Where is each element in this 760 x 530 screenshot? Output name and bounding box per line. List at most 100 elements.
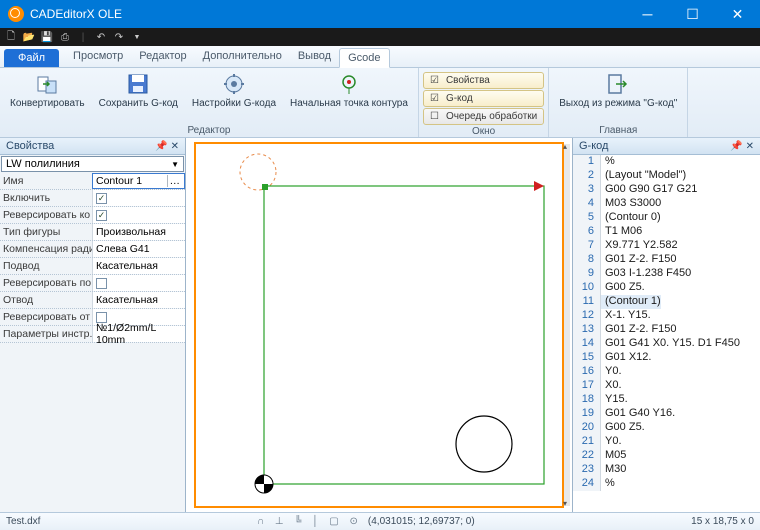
status-bar: Test.dxf ∩ ⊥ ╚ │ ▢ ⊙ (4,031015; 12,69737… bbox=[0, 512, 760, 530]
file-menu[interactable]: Файл bbox=[4, 49, 59, 67]
gcode-line[interactable]: 6T1 M06 bbox=[573, 225, 760, 239]
gcode-line[interactable]: 17X0. bbox=[573, 379, 760, 393]
tab-редактор[interactable]: Редактор bbox=[131, 47, 194, 67]
new-icon[interactable]: 🗋 bbox=[4, 30, 18, 44]
status-dims: 15 x 18,75 x 0 bbox=[691, 516, 754, 527]
drawing-canvas[interactable] bbox=[186, 138, 572, 512]
print-icon[interactable]: ⎙ bbox=[58, 30, 72, 44]
window-toggle-Очередь обработки[interactable]: ☐Очередь обработки bbox=[423, 108, 544, 125]
save-icon bbox=[126, 72, 150, 96]
ribbon-exit[interactable]: Выход из режима "G-код" bbox=[553, 70, 683, 111]
settings-icon bbox=[222, 72, 246, 96]
gcode-line[interactable]: 2(Layout "Model") bbox=[573, 169, 760, 183]
tab-gcode[interactable]: Gcode bbox=[339, 48, 389, 68]
prop-value[interactable]: Касательная bbox=[92, 292, 185, 308]
prop-input[interactable] bbox=[96, 175, 167, 187]
prop-value[interactable]: … bbox=[92, 173, 185, 189]
menu-bar: Файл ПросмотрРедакторДополнительноВыводG… bbox=[0, 46, 760, 68]
prop-row: Включить ✓ bbox=[0, 190, 185, 207]
prop-value[interactable] bbox=[92, 275, 185, 291]
window-toggle-G-код[interactable]: ☑G-код bbox=[423, 90, 544, 107]
gcode-line[interactable]: 21Y0. bbox=[573, 435, 760, 449]
gcode-line[interactable]: 24% bbox=[573, 477, 760, 491]
prop-key: Параметры инстр. bbox=[0, 328, 92, 340]
gcode-line[interactable]: 3G00 G90 G17 G21 bbox=[573, 183, 760, 197]
gcode-line[interactable]: 13G01 Z-2. F150 bbox=[573, 323, 760, 337]
gcode-line[interactable]: 11(Contour 1) bbox=[573, 295, 760, 309]
maximize-button[interactable]: ☐ bbox=[670, 0, 715, 28]
tab-просмотр[interactable]: Просмотр bbox=[65, 47, 131, 67]
redo-icon[interactable]: ↷ bbox=[112, 30, 126, 44]
browse-button[interactable]: … bbox=[167, 175, 181, 187]
gcode-line[interactable]: 12X-1. Y15. bbox=[573, 309, 760, 323]
checkbox-icon[interactable]: ✓ bbox=[96, 210, 107, 221]
ribbon-group-label: Окно bbox=[423, 125, 544, 138]
gcode-line[interactable]: 10G00 Z5. bbox=[573, 281, 760, 295]
open-icon[interactable]: 📂 bbox=[22, 30, 36, 44]
gcode-line[interactable]: 9G03 I-1.238 F450 bbox=[573, 267, 760, 281]
chevron-down-icon: ▼ bbox=[171, 160, 179, 169]
prop-key: Тип фигуры bbox=[0, 226, 92, 238]
prop-value[interactable]: ✓ bbox=[92, 207, 185, 223]
convert-icon bbox=[35, 72, 59, 96]
status-coords: (4,031015; 12,69737; 0) bbox=[368, 516, 475, 527]
prop-key: Включить bbox=[0, 192, 92, 204]
gcode-line[interactable]: 8G01 Z-2. F150 bbox=[573, 253, 760, 267]
ribbon-group-label: Редактор bbox=[4, 124, 414, 137]
gcode-line[interactable]: 7X9.771 Y2.582 bbox=[573, 239, 760, 253]
status-filename: Test.dxf bbox=[6, 516, 40, 527]
gcode-line[interactable]: 19G01 G40 Y16. bbox=[573, 407, 760, 421]
startpoint-icon bbox=[337, 72, 361, 96]
exit-icon bbox=[606, 72, 630, 96]
prop-row: Компенсация радиСлева G41 bbox=[0, 241, 185, 258]
dropdown-icon[interactable]: ▼ bbox=[130, 30, 144, 44]
ribbon: КонвертироватьСохранить G-кодНастройки G… bbox=[0, 68, 760, 138]
prop-row: Реверсировать ко ✓ bbox=[0, 207, 185, 224]
ribbon-save[interactable]: Сохранить G-код bbox=[93, 70, 184, 111]
tab-вывод[interactable]: Вывод bbox=[290, 47, 339, 67]
checkbox-icon[interactable] bbox=[96, 312, 107, 323]
ribbon-startpoint[interactable]: Начальная точка контура bbox=[284, 70, 414, 111]
prop-value[interactable]: Слева G41 bbox=[92, 241, 185, 257]
gcode-line[interactable]: 16Y0. bbox=[573, 365, 760, 379]
gcode-line[interactable]: 5(Contour 0) bbox=[573, 211, 760, 225]
prop-value[interactable]: ✓ bbox=[92, 190, 185, 206]
gcode-line[interactable]: 23M30 bbox=[573, 463, 760, 477]
entity-selector[interactable]: LW полилиния ▼ bbox=[1, 156, 184, 172]
checkbox-icon[interactable] bbox=[96, 278, 107, 289]
minimize-button[interactable]: ─ bbox=[625, 0, 670, 28]
gcode-line[interactable]: 15G01 X12. bbox=[573, 351, 760, 365]
app-icon bbox=[8, 6, 24, 22]
prop-key: Подвод bbox=[0, 260, 92, 272]
tab-дополнительно[interactable]: Дополнительно bbox=[195, 47, 290, 67]
gcode-line[interactable]: 22M05 bbox=[573, 449, 760, 463]
gcode-line[interactable]: 14G01 G41 X0. Y15. D1 F450 bbox=[573, 337, 760, 351]
ribbon-settings[interactable]: Настройки G-кода bbox=[186, 70, 282, 111]
prop-value[interactable]: Произвольная bbox=[92, 224, 185, 240]
checkbox-icon[interactable]: ✓ bbox=[96, 193, 107, 204]
properties-title: Свойства bbox=[6, 140, 54, 152]
gcode-listing[interactable]: 1%2(Layout "Model")3G00 G90 G17 G214M03 … bbox=[573, 155, 760, 512]
pin-icon[interactable]: 📌 ✕ bbox=[730, 141, 754, 152]
prop-value[interactable]: №1/Ø2mm/L 10mm bbox=[92, 326, 185, 342]
gcode-line[interactable]: 4M03 S3000 bbox=[573, 197, 760, 211]
entity-selector-label: LW полилиния bbox=[6, 158, 80, 170]
save-icon[interactable]: 💾 bbox=[40, 30, 54, 44]
canvas-scrollbar[interactable] bbox=[564, 144, 570, 506]
prop-key: Имя bbox=[0, 175, 92, 187]
undo-icon[interactable]: ↶ bbox=[94, 30, 108, 44]
prop-key: Реверсировать ко bbox=[0, 209, 92, 221]
ribbon-convert[interactable]: Конвертировать bbox=[4, 70, 91, 111]
prop-value[interactable]: Касательная bbox=[92, 258, 185, 274]
close-button[interactable]: ✕ bbox=[715, 0, 760, 28]
quick-access-toolbar: 🗋 📂 💾 ⎙ | ↶ ↷ ▼ bbox=[0, 28, 760, 46]
prop-row: Имя … bbox=[0, 173, 185, 190]
gcode-line[interactable]: 18Y15. bbox=[573, 393, 760, 407]
title-bar: CADEditorX OLE ─ ☐ ✕ bbox=[0, 0, 760, 28]
prop-key: Реверсировать от bbox=[0, 311, 92, 323]
prop-key: Компенсация ради bbox=[0, 243, 92, 255]
gcode-line[interactable]: 20G00 Z5. bbox=[573, 421, 760, 435]
gcode-line[interactable]: 1% bbox=[573, 155, 760, 169]
pin-icon[interactable]: 📌 ✕ bbox=[155, 141, 179, 152]
window-toggle-Свойства[interactable]: ☑Свойства bbox=[423, 72, 544, 89]
